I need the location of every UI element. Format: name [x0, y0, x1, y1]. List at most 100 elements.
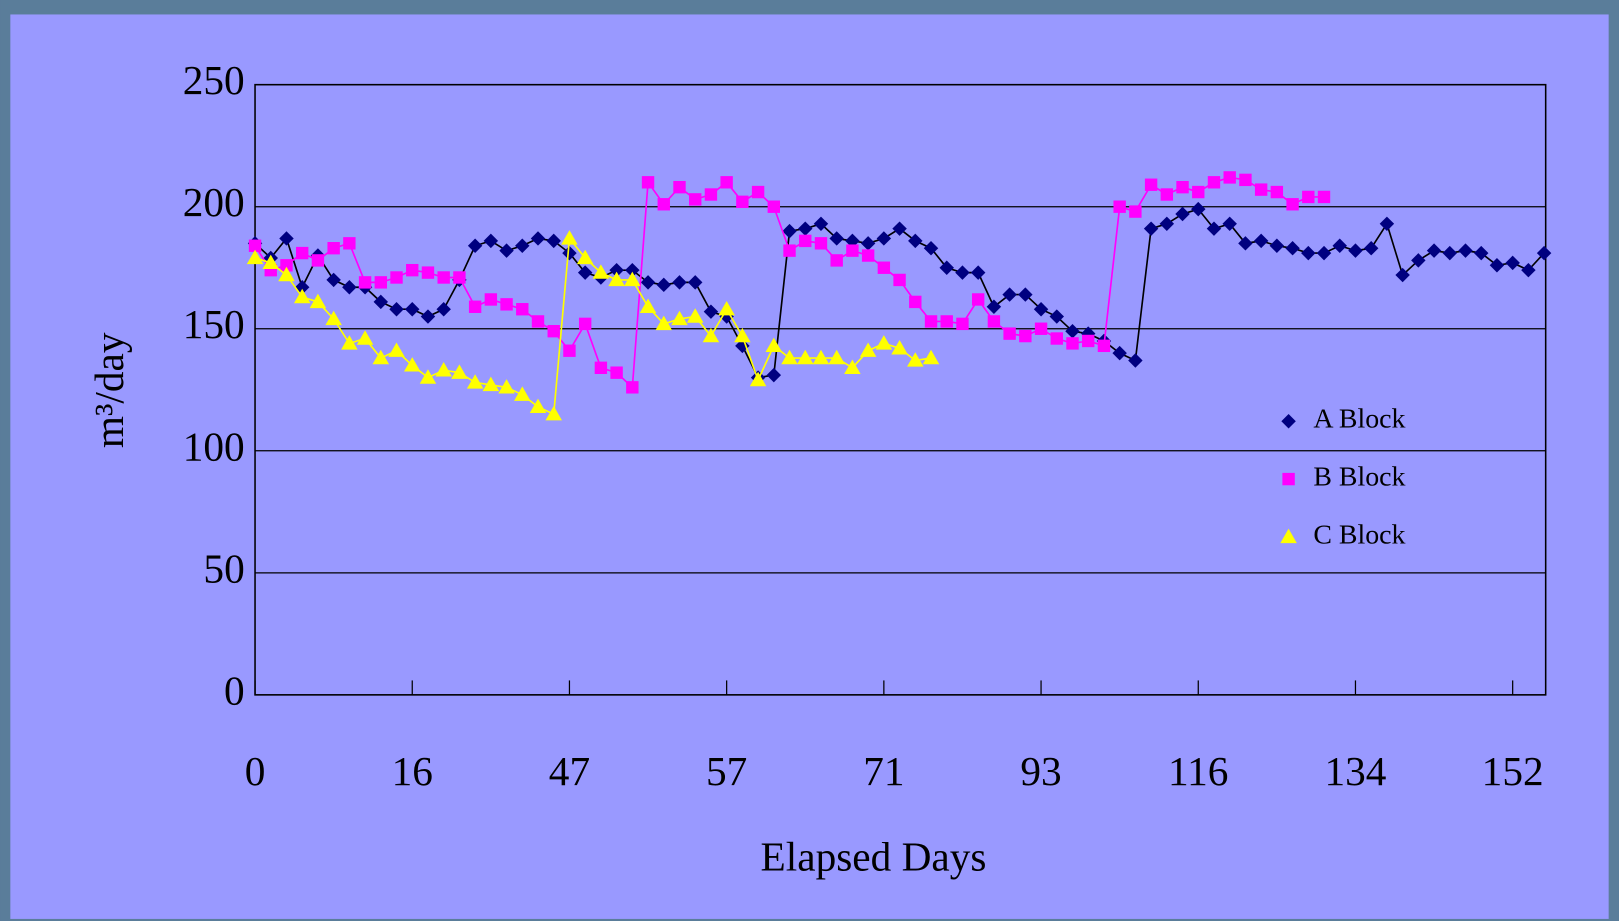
data-point — [1019, 329, 1032, 343]
data-point — [594, 361, 608, 375]
data-point — [1003, 327, 1016, 340]
data-point — [499, 243, 514, 258]
data-point — [577, 265, 593, 280]
data-point — [657, 198, 670, 211]
data-point — [1286, 198, 1299, 211]
data-point — [1050, 332, 1063, 345]
x-tick-label: 57 — [706, 748, 747, 794]
data-point — [1239, 173, 1252, 187]
data-point — [311, 254, 325, 267]
data-point — [971, 293, 985, 306]
data-point — [812, 349, 830, 365]
data-point — [893, 273, 906, 287]
data-point — [529, 398, 547, 414]
data-point — [639, 298, 657, 313]
data-point — [592, 264, 610, 279]
data-point — [325, 310, 342, 326]
data-point — [734, 327, 751, 343]
data-point — [1223, 171, 1236, 184]
data-point — [531, 315, 545, 328]
data-point — [1129, 205, 1142, 218]
data-point — [453, 271, 466, 284]
data-point — [1160, 188, 1174, 201]
data-point — [909, 295, 922, 309]
data-point — [861, 249, 875, 262]
data-point — [484, 293, 498, 306]
data-point — [1270, 185, 1284, 199]
data-point — [419, 369, 437, 384]
data-point — [956, 317, 969, 331]
data-point — [1066, 337, 1079, 350]
data-point — [1176, 180, 1189, 194]
data-point — [1536, 245, 1552, 261]
data-point — [749, 371, 767, 387]
data-point — [689, 193, 702, 206]
data-point — [578, 317, 592, 331]
legend-label: B Block — [1313, 461, 1405, 492]
data-point — [891, 340, 908, 355]
data-point — [1144, 178, 1158, 191]
data-point — [1034, 322, 1048, 335]
x-tick-label: 116 — [1168, 748, 1228, 794]
data-point — [626, 381, 639, 394]
data-point — [547, 324, 560, 338]
y-tick-label: 0 — [224, 667, 245, 713]
data-point — [358, 276, 372, 289]
data-point — [1302, 190, 1315, 204]
data-point — [783, 244, 796, 257]
data-point — [576, 249, 594, 265]
data-point — [610, 366, 623, 379]
data-point — [970, 265, 986, 280]
data-point — [608, 271, 625, 287]
legend-marker — [1280, 528, 1297, 544]
data-point — [686, 308, 704, 323]
data-point — [814, 237, 828, 250]
data-point — [343, 237, 356, 250]
data-point — [1426, 243, 1442, 258]
data-point — [799, 234, 812, 248]
data-point — [828, 349, 845, 365]
data-point — [1317, 190, 1331, 204]
data-point — [655, 315, 673, 331]
x-tick-label: 152 — [1482, 748, 1544, 794]
data-point — [388, 342, 405, 357]
data-point — [342, 280, 357, 295]
data-point — [1473, 245, 1489, 261]
data-point — [406, 263, 419, 277]
data-point — [451, 364, 468, 379]
data-point — [609, 262, 624, 278]
data-point — [922, 349, 940, 365]
legend-label: C Block — [1313, 519, 1405, 550]
data-point — [987, 315, 1001, 328]
data-point — [545, 405, 562, 421]
data-point — [296, 246, 309, 260]
data-point — [1442, 245, 1458, 261]
data-point — [955, 265, 970, 280]
y-axis-label: m³/day — [86, 332, 132, 448]
data-point — [482, 376, 500, 392]
data-point — [1207, 176, 1221, 189]
data-point — [736, 195, 749, 209]
y-tick-label: 200 — [183, 179, 245, 225]
data-point — [986, 299, 1002, 315]
data-point — [356, 330, 374, 345]
data-point — [309, 293, 327, 309]
data-point — [1049, 309, 1065, 324]
data-point — [1254, 183, 1268, 196]
data-point — [671, 310, 688, 326]
data-point — [1112, 345, 1127, 361]
data-point — [846, 244, 859, 257]
data-point — [1002, 287, 1017, 302]
data-point — [421, 266, 435, 279]
data-point — [1097, 339, 1111, 353]
data-point — [673, 180, 686, 194]
data-point — [859, 342, 877, 357]
legend-marker — [1282, 472, 1295, 486]
data-point — [373, 294, 389, 310]
data-point — [374, 276, 387, 289]
data-point — [765, 337, 783, 353]
data-point — [279, 231, 294, 246]
x-tick-label: 0 — [245, 748, 266, 794]
y-tick-label: 250 — [183, 57, 245, 103]
data-point — [687, 275, 703, 290]
